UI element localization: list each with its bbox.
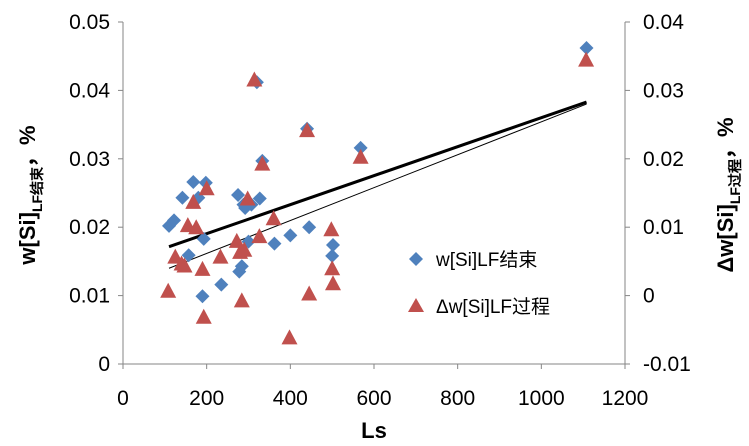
- triangle-point: [246, 71, 263, 87]
- y2-axis-title: Δw[Si]LF过程，%: [713, 117, 743, 272]
- diamond-point: [353, 140, 368, 155]
- diamond-point: [186, 175, 201, 190]
- triangle-point: [185, 193, 202, 209]
- diamond-point: [195, 289, 210, 304]
- legend-diamond-marker: [409, 252, 423, 266]
- y-tick-label: 0.05: [69, 11, 110, 34]
- x-axis-title: Ls: [361, 418, 387, 443]
- diamond-point: [175, 190, 190, 205]
- y2-tick-label: 0: [643, 285, 655, 308]
- diamond-point: [302, 220, 317, 235]
- triangle-point: [301, 285, 318, 301]
- y-axis-title-tail: ，%: [15, 125, 40, 167]
- legend-item-diamond: w[Si]LF结束: [409, 249, 537, 271]
- diamond-point: [231, 188, 246, 203]
- diamond-point: [326, 237, 341, 252]
- y2-ticks: -0.01 0 0.01 0.02 0.03 0.04: [625, 11, 691, 376]
- y2-axis-title-tail: ，%: [713, 117, 738, 159]
- triangle-point: [578, 51, 595, 67]
- triangle-point: [176, 257, 193, 273]
- triangle-point: [323, 221, 340, 237]
- y2-tick-label: -0.01: [643, 353, 691, 376]
- y-ticks: 0 0.01 0.02 0.03 0.04 0.05: [69, 11, 123, 376]
- y-tick-label: 0.03: [69, 148, 110, 171]
- x-tick-label: 800: [440, 387, 475, 410]
- legend-diamond-label: w[Si]LF结束: [435, 249, 537, 271]
- x-tick-label: 600: [356, 387, 391, 410]
- x-tick-label: 200: [189, 387, 224, 410]
- triangle-point: [265, 210, 282, 226]
- y-axis-title-main: w[Si]: [15, 212, 40, 266]
- y2-tick-label: 0.02: [643, 148, 684, 171]
- x-tick-label: 1200: [602, 387, 649, 410]
- triangle-point: [228, 232, 245, 248]
- y-tick-label: 0.02: [69, 216, 110, 239]
- y2-tick-label: 0.04: [643, 11, 684, 34]
- y-axis-title: w[Si]LF结束，%: [15, 125, 45, 265]
- series-delta-w-si-lf-process: [160, 51, 595, 345]
- diamond-point: [214, 277, 229, 292]
- y2-axis-title-sub: LF过程: [727, 159, 743, 204]
- x-ticks: 0 200 400 600 800 1000 1200: [117, 364, 648, 410]
- y2-tick-label: 0.01: [643, 216, 684, 239]
- triangle-point: [254, 155, 271, 171]
- legend-triangle-marker: [408, 298, 424, 312]
- y-tick-label: 0.04: [69, 79, 110, 102]
- diamond-point: [325, 248, 340, 263]
- x-tick-label: 400: [273, 387, 308, 410]
- legend-triangle-label: Δw[Si]LF过程: [436, 296, 550, 318]
- triangle-point: [195, 308, 212, 324]
- y2-tick-label: 0.03: [643, 79, 684, 102]
- triangle-point: [233, 292, 250, 308]
- triangle-point: [251, 228, 268, 244]
- y-tick-label: 0: [98, 353, 110, 376]
- x-tick-label: 1000: [518, 387, 565, 410]
- diamond-point: [252, 191, 267, 206]
- triangle-point: [281, 329, 298, 345]
- triangle-point: [188, 219, 205, 235]
- legend-item-triangle: Δw[Si]LF过程: [408, 296, 550, 318]
- triangle-point: [239, 190, 256, 206]
- diamond-point: [283, 228, 298, 243]
- triangle-point: [194, 260, 211, 276]
- y-tick-label: 0.01: [69, 285, 110, 308]
- triangle-point: [160, 282, 177, 298]
- diamond-point: [181, 248, 196, 263]
- diamond-point: [196, 231, 211, 246]
- diamond-point: [234, 259, 249, 274]
- triangle-point: [236, 241, 253, 257]
- triangle-point: [325, 275, 342, 291]
- trendline-thick: [168, 100, 588, 249]
- triangle-point: [299, 122, 316, 138]
- x-tick-label: 0: [117, 387, 129, 410]
- y2-axis-title-main: Δw[Si]: [713, 204, 738, 272]
- diamond-point: [579, 40, 594, 55]
- diamond-point: [267, 236, 282, 251]
- triangle-point: [352, 148, 369, 164]
- diamond-point: [167, 213, 182, 228]
- legend: w[Si]LF结束 Δw[Si]LF过程: [408, 249, 550, 318]
- triangle-point: [324, 260, 341, 276]
- triangle-point: [198, 180, 215, 196]
- triangle-point: [212, 248, 229, 264]
- y-axis-title-sub: LF结束: [29, 166, 45, 212]
